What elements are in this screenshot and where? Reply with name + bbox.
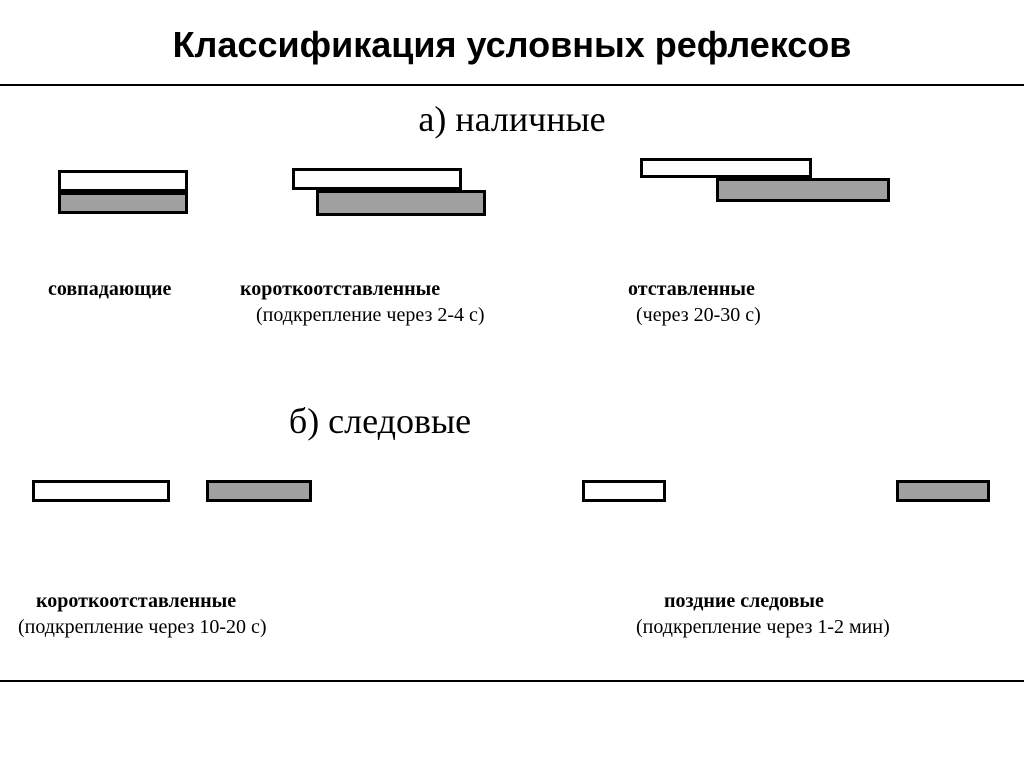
a3-white-bar xyxy=(640,158,812,178)
b2-gray-bar xyxy=(896,480,990,502)
a2-gray-bar xyxy=(316,190,486,216)
diagram-canvas: совпадающие короткоотставленные (подкреп… xyxy=(0,120,1024,680)
a2-white-bar xyxy=(292,168,462,190)
a2-label: короткоотставленные xyxy=(240,278,440,301)
a3-gray-bar xyxy=(716,178,890,202)
b1-label: короткоотставленные xyxy=(36,590,236,613)
page-title: Классификация условных рефлексов xyxy=(0,0,1024,66)
b2-sublabel: (подкрепление через 1-2 мин) xyxy=(636,616,890,639)
b1-sublabel: (подкрепление через 10-20 с) xyxy=(18,616,267,639)
a3-sublabel: (через 20-30 с) xyxy=(636,304,761,327)
divider-top xyxy=(0,84,1024,86)
b2-label: поздние следовые xyxy=(664,590,824,613)
a1-label: совпадающие xyxy=(48,278,171,301)
a3-label: отставленные xyxy=(628,278,755,301)
divider-bottom xyxy=(0,680,1024,682)
a1-gray-bar xyxy=(58,192,188,214)
b1-white-bar xyxy=(32,480,170,502)
b2-white-bar xyxy=(582,480,666,502)
b1-gray-bar xyxy=(206,480,312,502)
section-b-heading: б) следовые xyxy=(0,400,760,442)
a2-sublabel: (подкрепление через 2-4 с) xyxy=(256,304,485,327)
a1-white-bar xyxy=(58,170,188,192)
